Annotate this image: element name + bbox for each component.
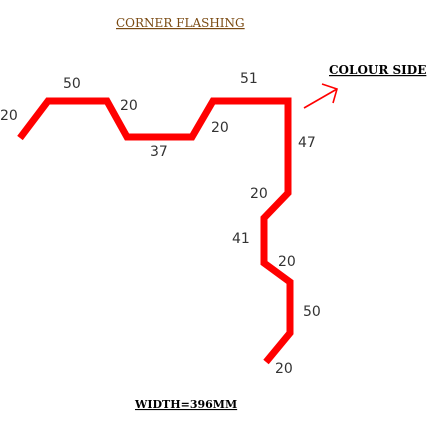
- dim-label: 20: [211, 120, 229, 136]
- colour-side-arrow: [303, 83, 338, 109]
- dim-label: 37: [150, 144, 168, 160]
- dim-label: 50: [63, 76, 81, 92]
- dim-label: 20: [278, 254, 296, 270]
- dim-label: 50: [303, 304, 321, 320]
- flashing-profile: [17, 97, 294, 365]
- dim-label: 20: [250, 186, 268, 202]
- diagram-title: CORNER FLASHING: [116, 16, 245, 30]
- dim-label: 51: [240, 71, 258, 87]
- dim-label: 20: [120, 98, 138, 114]
- dim-label: 20: [0, 108, 18, 124]
- width-label: WIDTH=396MM: [134, 398, 237, 411]
- dim-label: 41: [232, 231, 250, 247]
- colour-side-label: COLOUR SIDE: [329, 63, 426, 77]
- dim-label: 20: [275, 361, 293, 377]
- dim-label: 47: [298, 135, 316, 151]
